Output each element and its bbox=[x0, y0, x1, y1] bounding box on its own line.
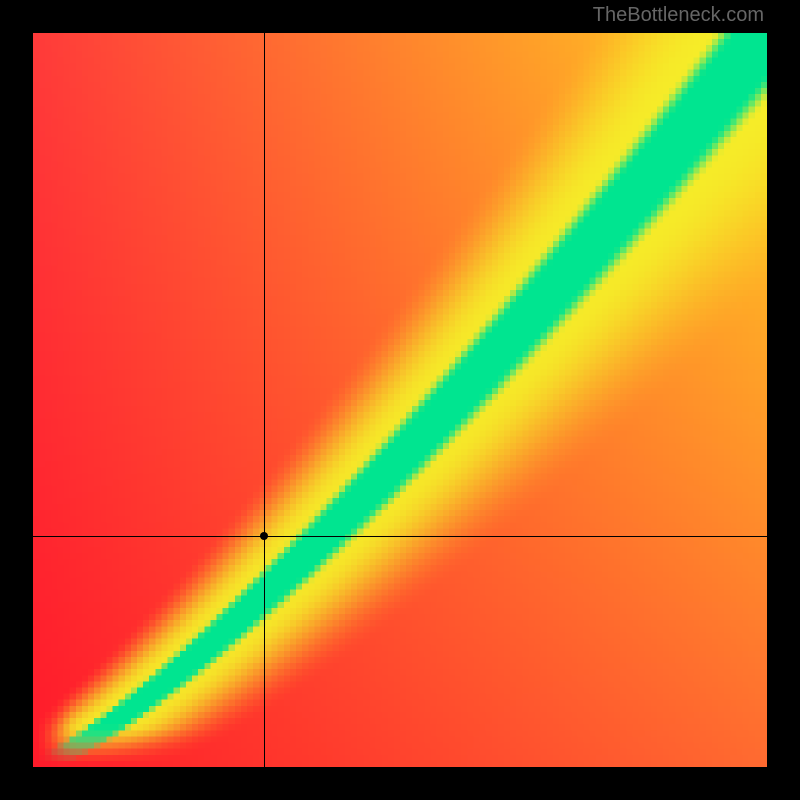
crosshair-horizontal bbox=[33, 536, 767, 537]
bottleneck-heatmap bbox=[33, 33, 767, 767]
watermark-text: TheBottleneck.com bbox=[593, 4, 764, 27]
crosshair-vertical bbox=[264, 33, 265, 767]
heatmap-canvas bbox=[33, 33, 767, 767]
selection-marker bbox=[260, 532, 268, 540]
